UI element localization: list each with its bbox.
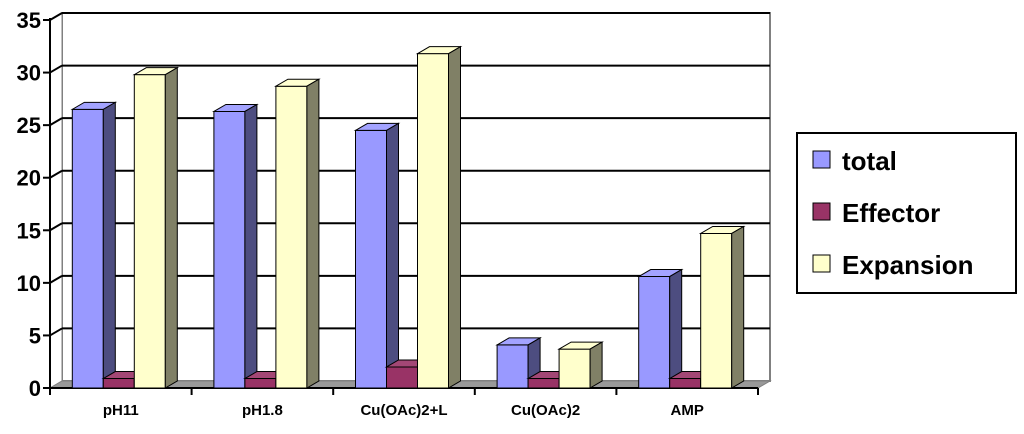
bar-total-4 <box>636 268 684 389</box>
legend-label-effector: Effector <box>842 198 940 228</box>
bar-front <box>496 344 529 389</box>
legend-swatch-expansion <box>812 254 831 273</box>
bar-front <box>558 348 591 389</box>
bar-front <box>275 85 308 389</box>
x-tick-label: Cu(OAc)2 <box>511 402 580 419</box>
bar-total-1 <box>212 103 259 389</box>
bar-front <box>638 276 671 389</box>
bar-front <box>700 232 733 389</box>
legend-box <box>796 132 1017 294</box>
bar-front <box>133 74 166 389</box>
gridline-side <box>49 327 63 337</box>
y-tick-label: 20 <box>17 166 41 191</box>
bar-front <box>244 378 277 389</box>
y-tick-label: 15 <box>17 218 41 243</box>
bar-side <box>669 268 683 389</box>
legend: total Effector Expansion <box>796 132 1017 294</box>
legend-swatch-effector <box>812 202 831 221</box>
y-tick-labels: 0 5 10 15 20 25 30 35 <box>17 8 41 401</box>
bar-expansion-3 <box>557 341 604 389</box>
bar-front <box>527 378 560 389</box>
bars <box>70 45 746 389</box>
bar-side <box>244 103 258 389</box>
bar-front <box>213 110 246 389</box>
bar-side <box>164 66 178 389</box>
bar-front <box>71 108 104 389</box>
x-tick-label: pH11 <box>103 402 139 419</box>
legend-label-expansion: Expansion <box>842 250 973 280</box>
bar-expansion-0 <box>132 66 180 389</box>
bar-side <box>448 45 461 389</box>
gridline-side <box>49 64 63 74</box>
legend-label-total: total <box>842 146 897 176</box>
bar-total-2 <box>353 122 401 389</box>
x-tick-label: Cu(OAc)2+L <box>360 402 447 419</box>
gridline-side <box>49 12 63 21</box>
y-tick-label: 25 <box>17 113 41 138</box>
bar-side <box>102 101 116 389</box>
bar-side <box>306 78 320 389</box>
bar-front <box>355 129 387 389</box>
y-tick-label: 35 <box>17 8 41 33</box>
bar-total-3 <box>495 337 542 389</box>
gridline-side <box>49 117 63 127</box>
bar-side <box>386 122 399 389</box>
bar-front <box>669 378 702 389</box>
bar-front <box>102 378 135 389</box>
gridline-side <box>49 222 63 232</box>
y-tick-label: 5 <box>29 323 41 348</box>
bar-front <box>417 53 449 389</box>
y-tick-label: 10 <box>17 271 41 296</box>
gridline-side <box>49 169 63 179</box>
gridline-side <box>49 274 63 284</box>
gridlines <box>49 12 770 337</box>
x-tick-labels: pH11 pH1.8 Cu(OAc)2+L Cu(OAc)2 AMP <box>103 402 704 419</box>
legend-swatch-total <box>812 150 831 169</box>
bar-side <box>589 341 603 389</box>
bar-expansion-4 <box>698 225 746 389</box>
y-tick-label: 30 <box>17 61 41 86</box>
x-tick-label: pH1.8 <box>242 402 283 419</box>
bar-expansion-2 <box>415 45 463 389</box>
x-tick-label: AMP <box>671 402 704 419</box>
bar-front <box>386 366 418 389</box>
bar-expansion-1 <box>274 78 321 389</box>
y-tick-label: 0 <box>29 376 41 401</box>
bar-total-0 <box>70 101 118 389</box>
bar-side <box>731 225 745 389</box>
